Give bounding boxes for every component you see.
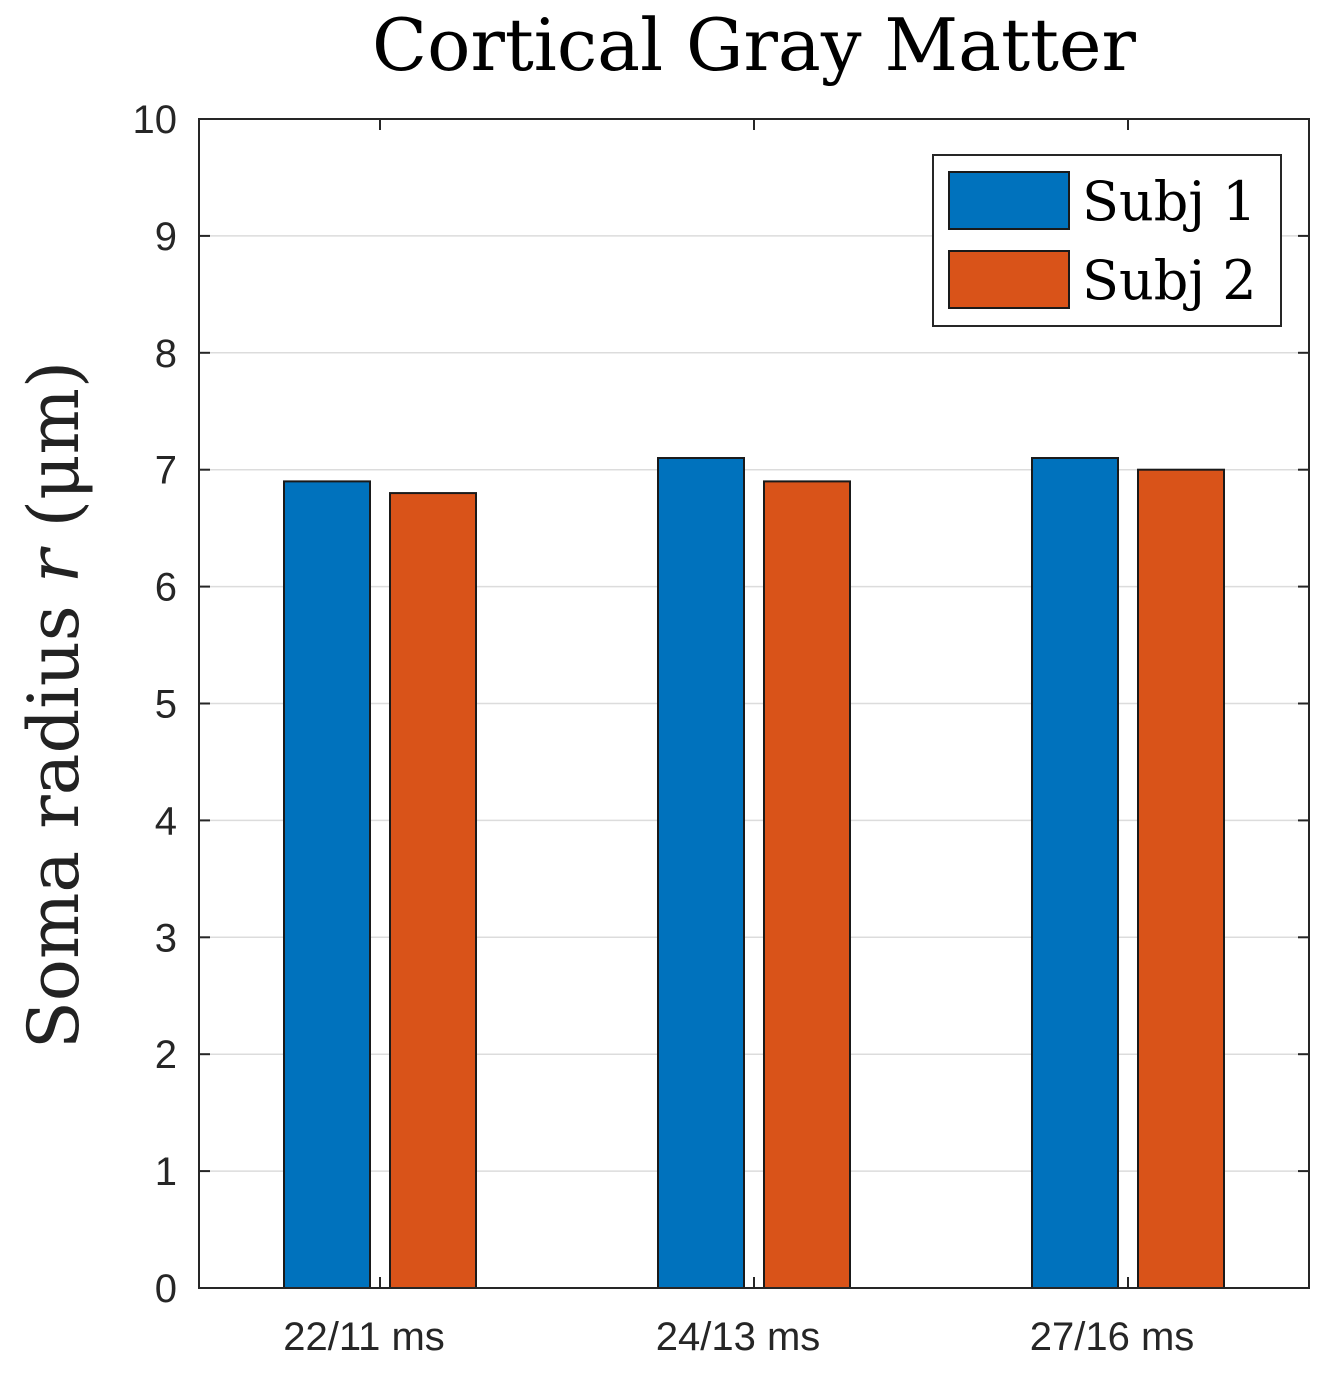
bar-subj-1-3	[1031, 457, 1119, 1289]
y-tick-label: 8	[155, 332, 177, 376]
x-tick-labels: 22/11 ms 24/13 ms 27/16 ms	[283, 1315, 1194, 1359]
x-tick-label: 24/13 ms	[656, 1315, 821, 1359]
bar-subj-1-2	[657, 457, 745, 1289]
gridlines	[199, 235, 1309, 1172]
y-tick-label: 1	[155, 1150, 177, 1194]
x-tick-label: 27/16 ms	[1030, 1315, 1195, 1359]
y-tick-label: 2	[155, 1033, 177, 1077]
bar-subj-2-2	[763, 480, 851, 1289]
legend-swatch-1	[948, 171, 1070, 230]
y-tick-label: 7	[155, 449, 177, 493]
legend: Subj 1 Subj 2	[932, 154, 1282, 327]
bar-subj-1-1	[283, 480, 371, 1289]
y-tick-label: 3	[155, 916, 177, 960]
x-tick-label: 22/11 ms	[283, 1315, 445, 1359]
legend-swatch-2	[948, 250, 1070, 309]
legend-label-2: Subj 2	[1082, 249, 1257, 312]
bars	[283, 457, 1225, 1289]
y-tick-label: 9	[155, 215, 177, 259]
y-axis-label-prefix: Soma radius	[13, 583, 95, 1049]
y-axis-label: Soma radius r (μm)	[13, 361, 95, 1049]
y-tick-labels: 0 1 2 3 4 5 6 7 8 9 10	[133, 98, 178, 1311]
y-tick-label: 4	[155, 799, 177, 843]
y-tick-label: 0	[155, 1267, 177, 1311]
y-axis-label-variable: r	[13, 546, 95, 583]
y-axis-label-unit: (μm)	[13, 361, 95, 550]
y-tick-label: 6	[155, 566, 177, 610]
axis-ticks	[199, 118, 1309, 1289]
bar-subj-2-1	[389, 492, 477, 1289]
chart-title: Cortical Gray Matter	[372, 3, 1137, 87]
legend-items: Subj 1 Subj 2	[948, 170, 1257, 312]
legend-label-1: Subj 1	[1082, 170, 1257, 233]
y-tick-label: 5	[155, 683, 177, 727]
bar-subj-2-3	[1137, 468, 1225, 1289]
y-tick-label: 10	[133, 98, 178, 142]
